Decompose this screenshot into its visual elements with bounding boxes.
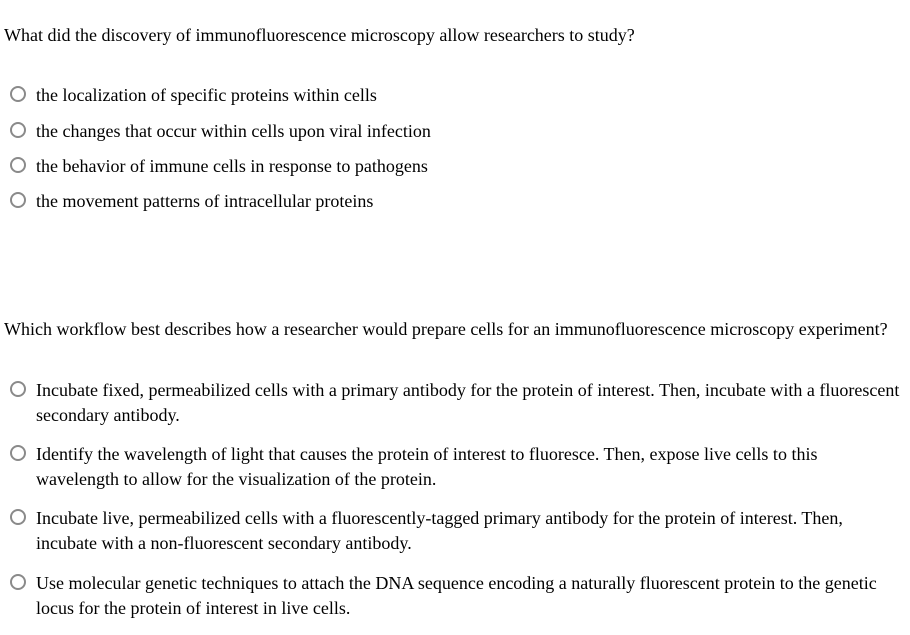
option-label: Incubate live, permeabilized cells with … bbox=[36, 506, 910, 556]
option-row[interactable]: Use molecular genetic techniques to atta… bbox=[10, 571, 910, 621]
option-row[interactable]: the changes that occur within cells upon… bbox=[10, 119, 910, 144]
option-label: Incubate fixed, permeabilized cells with… bbox=[36, 378, 910, 428]
question-2-prompt: Which workflow best describes how a rese… bbox=[4, 318, 910, 341]
question-gap bbox=[0, 224, 910, 294]
question-2-block: Which workflow best describes how a rese… bbox=[0, 294, 910, 621]
question-2-options: Incubate fixed, permeabilized cells with… bbox=[4, 378, 910, 622]
question-1-prompt: What did the discovery of immunofluoresc… bbox=[4, 24, 910, 47]
question-1-block: What did the discovery of immunofluoresc… bbox=[0, 0, 910, 214]
option-row[interactable]: the behavior of immune cells in response… bbox=[10, 154, 910, 179]
radio-icon[interactable] bbox=[10, 122, 26, 138]
option-label: the behavior of immune cells in response… bbox=[36, 154, 436, 179]
option-label: the movement patterns of intracellular p… bbox=[36, 189, 381, 214]
option-row[interactable]: Incubate live, permeabilized cells with … bbox=[10, 506, 910, 556]
option-label: the changes that occur within cells upon… bbox=[36, 119, 439, 144]
option-row[interactable]: Identify the wavelength of light that ca… bbox=[10, 442, 910, 492]
option-label: Use molecular genetic techniques to atta… bbox=[36, 571, 910, 621]
option-label: the localization of specific proteins wi… bbox=[36, 83, 385, 108]
radio-icon[interactable] bbox=[10, 381, 26, 397]
option-row[interactable]: the movement patterns of intracellular p… bbox=[10, 189, 910, 214]
question-1-options: the localization of specific proteins wi… bbox=[4, 83, 910, 214]
radio-icon[interactable] bbox=[10, 86, 26, 102]
radio-icon[interactable] bbox=[10, 574, 26, 590]
option-row[interactable]: the localization of specific proteins wi… bbox=[10, 83, 910, 108]
radio-icon[interactable] bbox=[10, 509, 26, 525]
radio-icon[interactable] bbox=[10, 445, 26, 461]
option-label: Identify the wavelength of light that ca… bbox=[36, 442, 910, 492]
radio-icon[interactable] bbox=[10, 192, 26, 208]
option-row[interactable]: Incubate fixed, permeabilized cells with… bbox=[10, 378, 910, 428]
radio-icon[interactable] bbox=[10, 157, 26, 173]
